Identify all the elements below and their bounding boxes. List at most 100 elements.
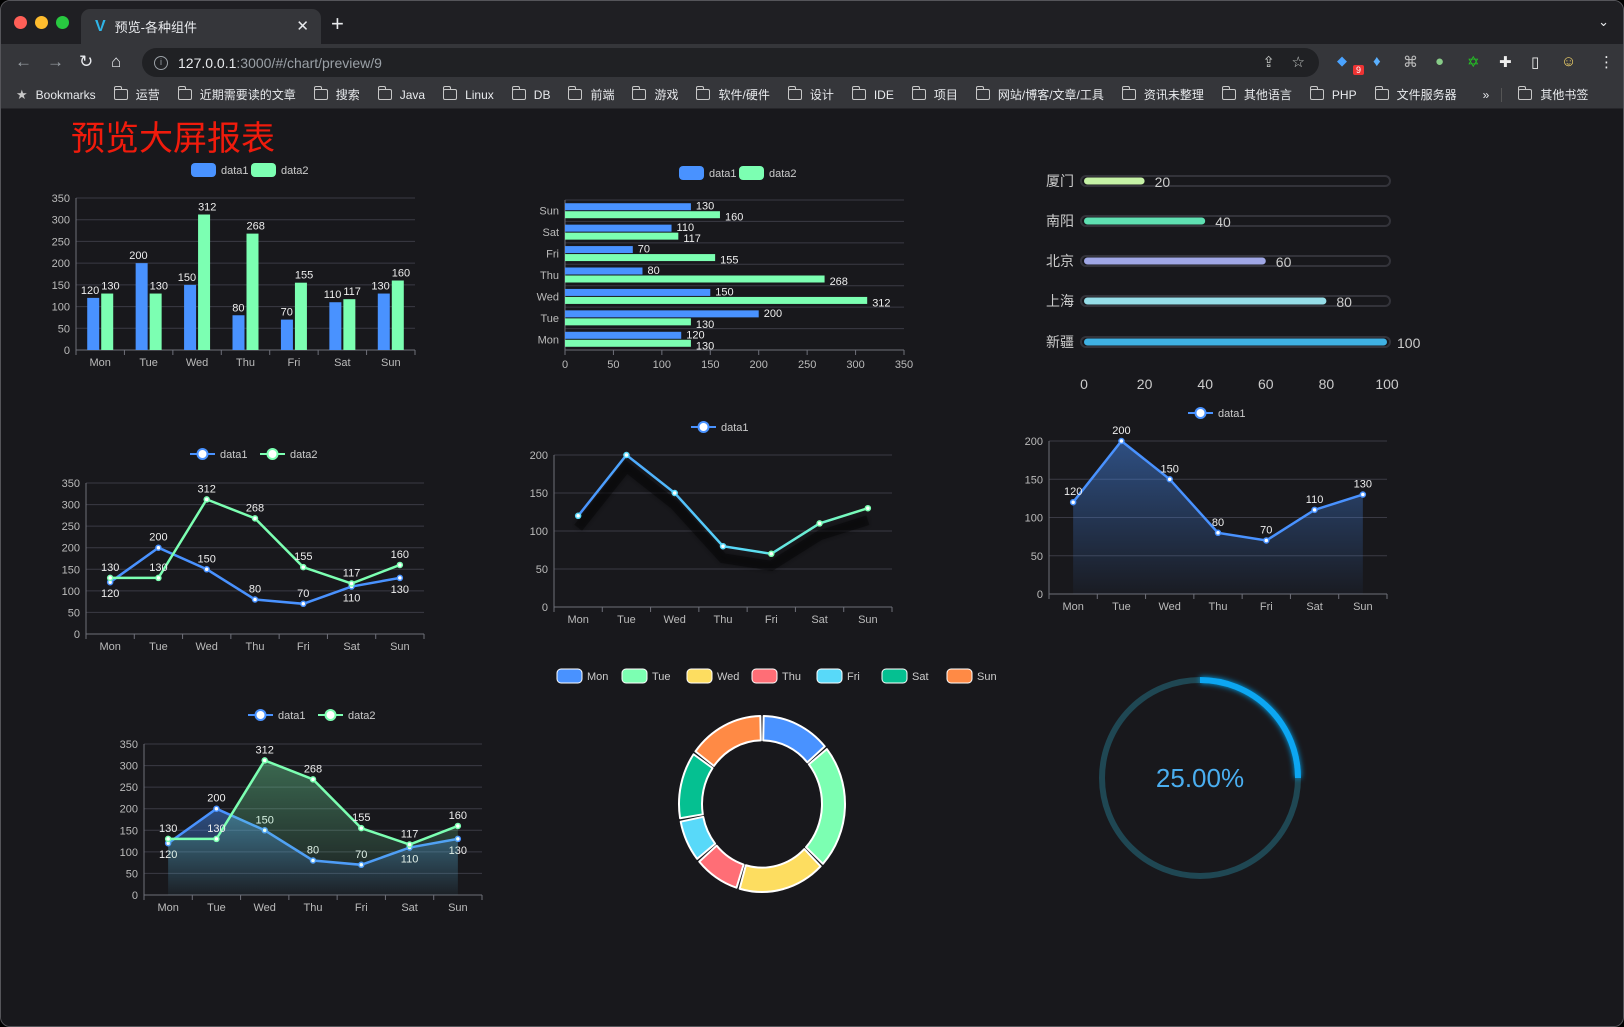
- bar-data-label: 200: [129, 250, 147, 262]
- bookmark-item[interactable]: 网站/博客/文章/工具: [975, 86, 1104, 103]
- bar-data2: [149, 293, 162, 350]
- other-bookmarks[interactable]: 其他书签: [1518, 86, 1588, 103]
- data-point: [1263, 537, 1270, 544]
- forward-button[interactable]: →: [47, 52, 64, 71]
- close-window-button[interactable]: [14, 16, 27, 29]
- x-tick-label: 100: [653, 359, 671, 371]
- command-extension-icon[interactable]: ⌘: [1403, 54, 1418, 71]
- legend-item[interactable]: Thu: [751, 668, 801, 684]
- star-extension-icon[interactable]: ✡: [1467, 54, 1480, 71]
- progress-value: 60: [1276, 254, 1292, 270]
- legend-label: Sat: [912, 671, 929, 683]
- bookmark-item[interactable]: PHP: [1309, 86, 1357, 102]
- folder-icon: [511, 86, 526, 100]
- legend-item[interactable]: Fri: [816, 668, 860, 684]
- circle-extension-icon[interactable]: ●: [1435, 53, 1445, 70]
- bar-data-label: 130: [696, 319, 714, 331]
- legend-item[interactable]: Wed: [686, 668, 739, 684]
- new-tab-button[interactable]: +: [331, 11, 344, 36]
- tab-search-chevron-icon[interactable]: ⌄: [1598, 14, 1609, 29]
- legend-item[interactable]: data1: [691, 421, 749, 434]
- bar-data-label: 117: [683, 233, 701, 245]
- y-tick-label: 250: [120, 782, 138, 794]
- progress-label: 厦门: [1046, 173, 1074, 189]
- bookmark-item[interactable]: 近期需要读的文章: [177, 86, 296, 103]
- legend-item[interactable]: data2: [739, 166, 797, 180]
- bookmarks-overflow-button[interactable]: »: [1483, 87, 1503, 102]
- donut-slice-Sat: [678, 753, 714, 820]
- site-info-icon[interactable]: i: [154, 55, 168, 70]
- legend-label: Fri: [847, 671, 860, 683]
- point-data-label: 80: [1212, 517, 1224, 529]
- bar-data1: [565, 203, 691, 211]
- x-tick-label: Sat: [401, 902, 418, 914]
- data-point: [155, 544, 162, 551]
- bookmark-item[interactable]: ★ Bookmarks: [16, 87, 96, 103]
- bookmark-item[interactable]: IDE: [851, 86, 894, 102]
- legend-item[interactable]: data2: [251, 163, 309, 177]
- side-panel-icon[interactable]: ▯: [1531, 54, 1540, 71]
- bar-data1: [565, 224, 672, 232]
- share-icon[interactable]: ⇪: [1262, 54, 1275, 71]
- bookmark-item[interactable]: 前端: [568, 86, 614, 103]
- legend-item[interactable]: Sat: [881, 668, 929, 684]
- address-bar[interactable]: i 127.0.0.1:3000/#/chart/preview/9 ⇪ ☆: [142, 48, 1319, 77]
- gem-extension-icon[interactable]: ♦: [1373, 53, 1381, 70]
- maximize-window-button[interactable]: [56, 16, 69, 29]
- bookmark-item[interactable]: Linux: [443, 86, 494, 102]
- home-button[interactable]: ⌂: [111, 52, 122, 71]
- data-point: [768, 550, 775, 558]
- legend-item[interactable]: data1: [190, 448, 248, 461]
- legend-item[interactable]: data1: [1188, 407, 1246, 420]
- point-data-label: 268: [246, 502, 264, 514]
- legend-label: data1: [721, 422, 749, 434]
- data-point: [155, 574, 162, 582]
- legend-item[interactable]: data1: [191, 163, 249, 177]
- menu-kebab-icon[interactable]: ⋮: [1599, 54, 1614, 71]
- legend-item[interactable]: data2: [318, 709, 376, 722]
- bookmark-item[interactable]: 游戏: [632, 86, 678, 103]
- bookmark-item[interactable]: 项目: [911, 86, 958, 103]
- minimize-window-button[interactable]: [35, 16, 48, 29]
- bookmark-item[interactable]: 搜索: [313, 86, 360, 103]
- data-point: [358, 824, 365, 832]
- x-tick-label: 250: [798, 359, 816, 371]
- extensions-puzzle-icon[interactable]: ✚: [1499, 54, 1512, 71]
- y-tick-label: 350: [52, 193, 70, 205]
- profile-avatar[interactable]: ☺: [1561, 53, 1577, 70]
- bookmark-star-icon[interactable]: ☆: [1291, 54, 1305, 71]
- legend-item[interactable]: Tue: [621, 668, 671, 684]
- legend-label: data1: [709, 168, 737, 180]
- bookmark-item[interactable]: 软件/硬件: [696, 86, 770, 103]
- legend-item[interactable]: Mon: [556, 668, 608, 684]
- bookmark-item[interactable]: 其他语言: [1221, 86, 1292, 103]
- point-data-label: 130: [391, 584, 409, 596]
- bookmark-item[interactable]: 运营: [113, 86, 160, 103]
- data-point: [719, 542, 727, 550]
- x-tick-label: Mon: [567, 614, 588, 626]
- extension-icon[interactable]: ◆: [1337, 53, 1347, 68]
- bookmark-item[interactable]: 设计: [787, 86, 834, 103]
- y-tick-label: 100: [62, 586, 80, 598]
- legend-item[interactable]: data2: [260, 448, 318, 461]
- y-tick-label: 100: [530, 526, 548, 538]
- bar-data-label: 110: [677, 222, 695, 234]
- bookmark-item[interactable]: 资讯未整理: [1121, 86, 1204, 103]
- y-tick-label: 0: [74, 629, 80, 641]
- y-tick-label: Mon: [538, 334, 559, 346]
- bar-data-label: 150: [178, 272, 196, 284]
- legend-item[interactable]: data1: [679, 166, 737, 180]
- data-point: [1359, 491, 1367, 498]
- legend-item[interactable]: data1: [248, 709, 306, 722]
- legend-item[interactable]: Sun: [946, 668, 997, 684]
- bookmark-item[interactable]: 文件服务器: [1374, 86, 1457, 103]
- back-button[interactable]: ←: [15, 52, 32, 71]
- y-tick-label: Fri: [546, 249, 559, 261]
- y-tick-label: Sat: [542, 227, 559, 239]
- x-tick-label: Thu: [304, 902, 323, 914]
- active-tab[interactable]: V 预览-各种组件 ✕: [81, 9, 321, 44]
- reload-button[interactable]: ↻: [79, 52, 94, 71]
- bookmark-item[interactable]: DB: [511, 86, 550, 102]
- bookmark-item[interactable]: Java: [377, 86, 425, 102]
- close-tab-icon[interactable]: ✕: [296, 18, 309, 35]
